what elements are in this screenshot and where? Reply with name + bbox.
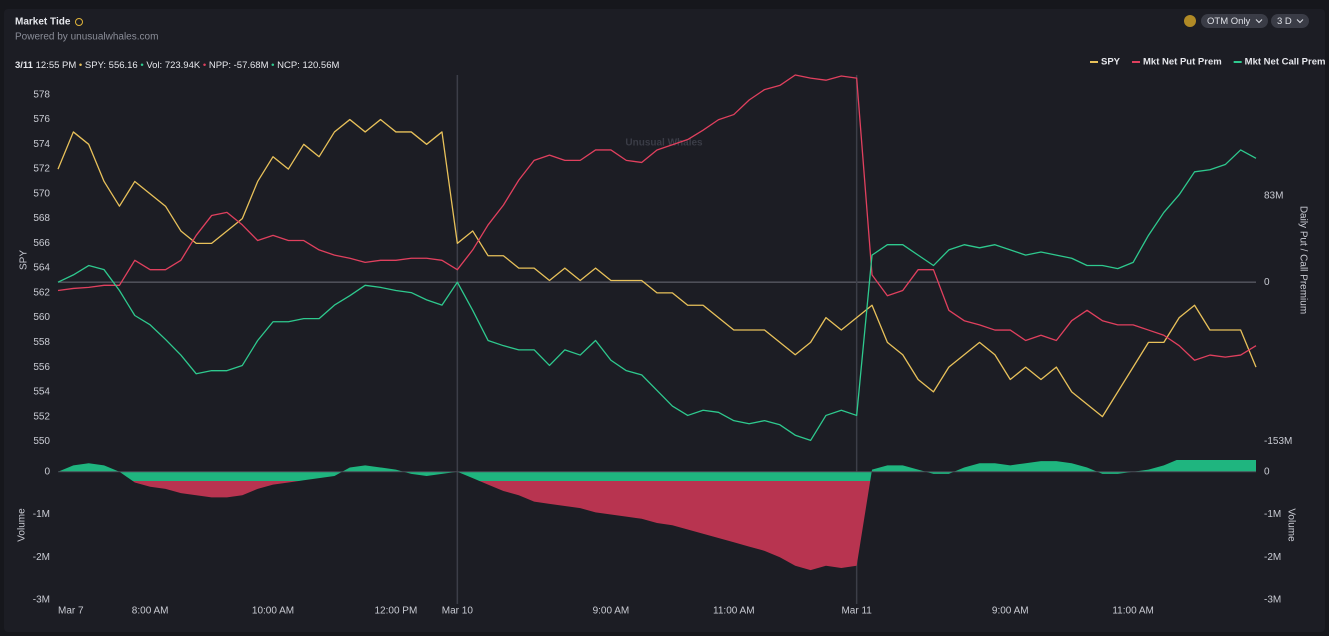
filter-pill[interactable]	[1201, 14, 1268, 28]
y-tick-label: 558	[33, 337, 50, 348]
range-pill[interactable]	[1271, 14, 1309, 28]
x-tick-label: 11:00 AM	[1112, 606, 1154, 617]
y-tick-label: 562	[33, 287, 50, 298]
volume-tick-label: -3M	[33, 595, 50, 606]
y-tick-label: 566	[33, 238, 50, 249]
y-tick-label: 552	[33, 411, 50, 422]
y-tick-label: 550	[33, 436, 50, 447]
volume-tick-label-right: -3M	[1264, 595, 1281, 606]
x-tick-label: 10:00 AM	[252, 606, 294, 617]
series-line	[57, 74, 1257, 361]
x-tick-label: Mar 7	[58, 606, 84, 617]
widget-title: Market Tide	[15, 17, 71, 28]
volume-axis-title-right: Volume	[1285, 508, 1296, 542]
volume-tick-label-right: 0	[1264, 466, 1270, 477]
series-line	[57, 118, 1257, 418]
volume-axis-title: Volume	[17, 508, 28, 542]
watermark: Unusual Whales	[625, 138, 703, 149]
volume-tick-label: 0	[44, 466, 50, 477]
info-vol: Vol: 723.94K	[146, 60, 201, 71]
legend-label: SPY	[1101, 57, 1121, 68]
info-ncp: NCP: 120.56M	[277, 60, 339, 71]
dot: •	[138, 60, 147, 71]
info-line: 3/11 12:55 PM • SPY: 556.16 • Vol: 723.9…	[15, 60, 340, 71]
info-spy: SPY: 556.16	[85, 60, 138, 71]
x-tick-label: 9:00 AM	[992, 606, 1029, 617]
y-tick-label: 572	[33, 164, 50, 175]
header-controls: OTM Only 3 D	[1184, 14, 1309, 28]
volume-tick-label: -1M	[33, 509, 50, 520]
x-tick-label: 9:00 AM	[593, 606, 630, 617]
info-npp: NPP: -57.68M	[209, 60, 269, 71]
range-label[interactable]: 3 D	[1277, 16, 1292, 27]
y2-tick-label: 83M	[1264, 190, 1283, 201]
info-time: 12:55 PM	[36, 60, 77, 71]
dot: •	[76, 60, 85, 71]
volume-area-positive	[58, 460, 1256, 481]
x-tick-label: 12:00 PM	[374, 606, 417, 617]
dot: •	[200, 60, 209, 71]
alert-icon[interactable]	[1184, 15, 1196, 27]
y2-axis-title: Daily Put / Call Premium	[1297, 206, 1308, 314]
y2-tick-label: -153M	[1264, 436, 1292, 447]
dot: •	[269, 60, 278, 71]
y-tick-label: 574	[33, 139, 50, 150]
x-tick-label: Mar 11	[841, 606, 872, 617]
y-tick-label: 578	[33, 89, 50, 100]
x-tick-label: 11:00 AM	[713, 606, 755, 617]
volume-tick-label: -2M	[33, 552, 50, 563]
x-tick-label: Mar 10	[442, 606, 474, 617]
widget-subtitle: Powered by unusualwhales.com	[15, 32, 158, 43]
chevron	[1255, 19, 1263, 24]
volume-tick-label-right: -2M	[1264, 552, 1281, 563]
y-axis-title: SPY	[19, 250, 30, 270]
y-tick-label: 568	[33, 213, 50, 224]
legend-label: Mkt Net Put Prem	[1143, 57, 1222, 68]
info-date: 3/11	[15, 60, 34, 71]
info-icon[interactable]	[75, 18, 83, 26]
range-dropdown[interactable]: 3 D	[1271, 14, 1309, 28]
x-tick-label: 8:00 AM	[132, 606, 169, 617]
y2-tick-label: 0	[1264, 277, 1270, 288]
volume-tick-label-right: -1M	[1264, 509, 1281, 520]
y-tick-label: 570	[33, 188, 50, 199]
y-tick-label: 564	[33, 263, 50, 274]
filter-dropdown[interactable]: OTM Only	[1201, 14, 1268, 28]
panel	[4, 9, 1325, 632]
y-tick-label: 560	[33, 312, 50, 323]
series-line	[57, 149, 1257, 442]
y-tick-label: 554	[33, 387, 50, 398]
chevron	[1296, 19, 1304, 24]
legend-label: Mkt Net Call Prem	[1245, 57, 1326, 68]
volume-area-negative	[132, 481, 871, 571]
y-tick-label: 576	[33, 114, 50, 125]
y-tick-label: 556	[33, 362, 50, 373]
filter-label[interactable]: OTM Only	[1207, 16, 1251, 27]
